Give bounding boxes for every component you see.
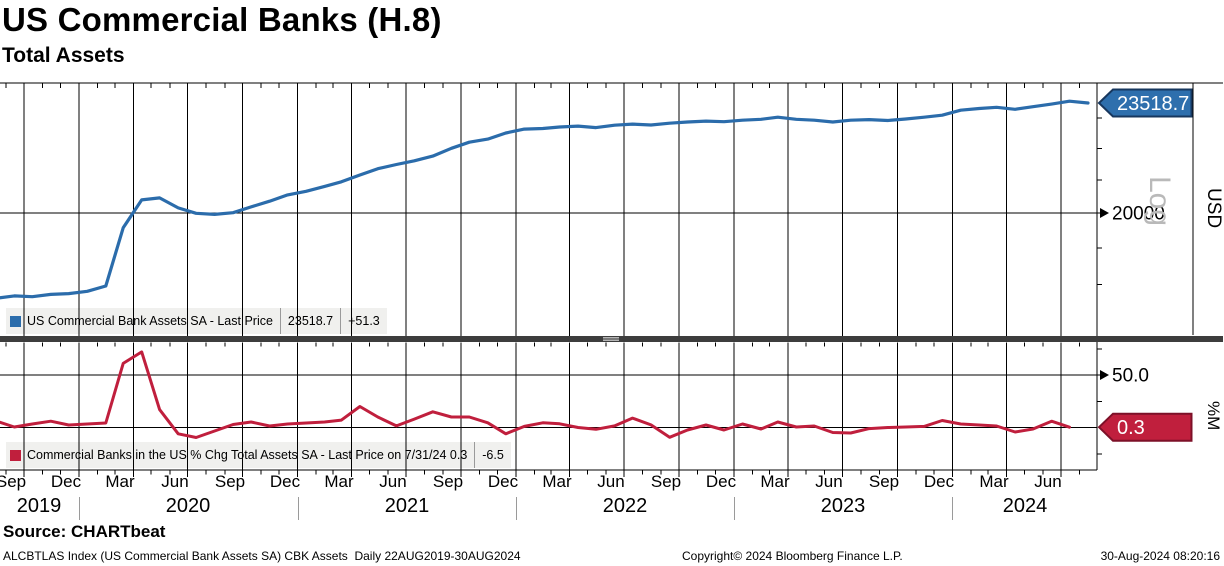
pct-legend-swatch-icon bbox=[10, 449, 21, 461]
panel-separator-grip bbox=[603, 337, 619, 341]
x-axis-month-label: Mar bbox=[979, 472, 1009, 491]
assets-legend-change: +51.3 bbox=[340, 308, 387, 334]
legend-assets[interactable]: US Commercial Bank Assets SA - Last Pric… bbox=[6, 308, 387, 334]
assets-legend-label: US Commercial Bank Assets SA - Last Pric… bbox=[27, 314, 273, 328]
page-subtitle: Total Assets bbox=[2, 44, 125, 67]
x-axis-month-label: Sep bbox=[432, 472, 464, 491]
x-axis-year-label: 2024 bbox=[1002, 495, 1048, 517]
x-axis-year-label: 2023 bbox=[820, 495, 866, 517]
unit-label-usd: USD bbox=[1203, 188, 1224, 228]
svg-text:0.3: 0.3 bbox=[1117, 417, 1145, 439]
x-axis-month-label: Dec bbox=[705, 472, 737, 491]
x-axis-month-label: Mar bbox=[105, 472, 135, 491]
x-axis-month-label: Dec bbox=[923, 472, 955, 491]
year-separator bbox=[516, 497, 517, 520]
x-axis-month-label: Jun bbox=[379, 472, 407, 491]
x-axis-month-label: Jun bbox=[161, 472, 189, 491]
x-axis-month-label: Sep bbox=[0, 472, 27, 491]
x-axis-year-label: 2020 bbox=[165, 495, 211, 517]
panel-separator-bar bbox=[0, 336, 1223, 342]
x-axis-year-label: 2022 bbox=[602, 495, 648, 517]
year-separator bbox=[298, 497, 299, 520]
x-axis-month-label: Dec bbox=[50, 472, 82, 491]
x-axis-month-label: Jun bbox=[1034, 472, 1062, 491]
x-axis-month-label: Sep bbox=[214, 472, 246, 491]
footer-timestamp: 30-Aug-2024 08:20:16 bbox=[1100, 549, 1220, 563]
log-scale-watermark: Log bbox=[1143, 176, 1176, 226]
svg-text:23518.7: 23518.7 bbox=[1117, 93, 1189, 115]
y-tick-20000: 20000 bbox=[1112, 204, 1165, 225]
x-axis-year-label: 2021 bbox=[384, 495, 430, 517]
x-axis-month-label: Sep bbox=[650, 472, 682, 491]
x-axis-month-label: Mar bbox=[760, 472, 790, 491]
pct-legend-label: Commercial Banks in the US % Chg Total A… bbox=[27, 448, 468, 462]
x-axis-month-label: Sep bbox=[868, 472, 900, 491]
year-separator bbox=[79, 497, 80, 520]
x-axis-month-label: Jun bbox=[597, 472, 625, 491]
x-axis-year-label: 2019 bbox=[16, 495, 62, 517]
assets-last-price-badge: 23518.7 bbox=[1097, 88, 1193, 118]
legend-pct-change[interactable]: Commercial Banks in the US % Chg Total A… bbox=[6, 442, 511, 468]
x-axis-month-label: Mar bbox=[542, 472, 572, 491]
y-tick-50: 50.0 bbox=[1112, 366, 1149, 387]
assets-legend-swatch-icon bbox=[10, 315, 21, 327]
legend-background-bottom bbox=[6, 442, 511, 468]
y-tick-20000-arrow-icon bbox=[1100, 208, 1109, 218]
x-axis-month-label: Mar bbox=[324, 472, 354, 491]
year-separator bbox=[952, 497, 953, 520]
source-line: Source: CHARTbeat bbox=[3, 522, 166, 541]
year-separator bbox=[734, 497, 735, 520]
pct-last-price-badge: 0.3 bbox=[1097, 412, 1193, 442]
legend-background-top bbox=[6, 308, 387, 334]
pct-legend-change: -6.5 bbox=[474, 442, 511, 468]
footer-ticker-info: ALCBTLAS Index (US Commercial Bank Asset… bbox=[3, 549, 521, 563]
y-tick-50-arrow-icon bbox=[1100, 370, 1109, 380]
footer-copyright: Copyright© 2024 Bloomberg Finance L.P. bbox=[682, 549, 903, 563]
unit-label-pct: %M bbox=[1204, 401, 1223, 430]
page-title: US Commercial Banks (H.8) bbox=[2, 1, 442, 38]
assets-line bbox=[0, 99, 1090, 300]
x-axis-month-label: Jun bbox=[815, 472, 843, 491]
x-axis-month-label: Dec bbox=[269, 472, 301, 491]
pct-change-line bbox=[0, 350, 1071, 439]
assets-legend-last-value: 23518.7 bbox=[279, 308, 340, 334]
x-axis-month-label: Dec bbox=[487, 472, 519, 491]
